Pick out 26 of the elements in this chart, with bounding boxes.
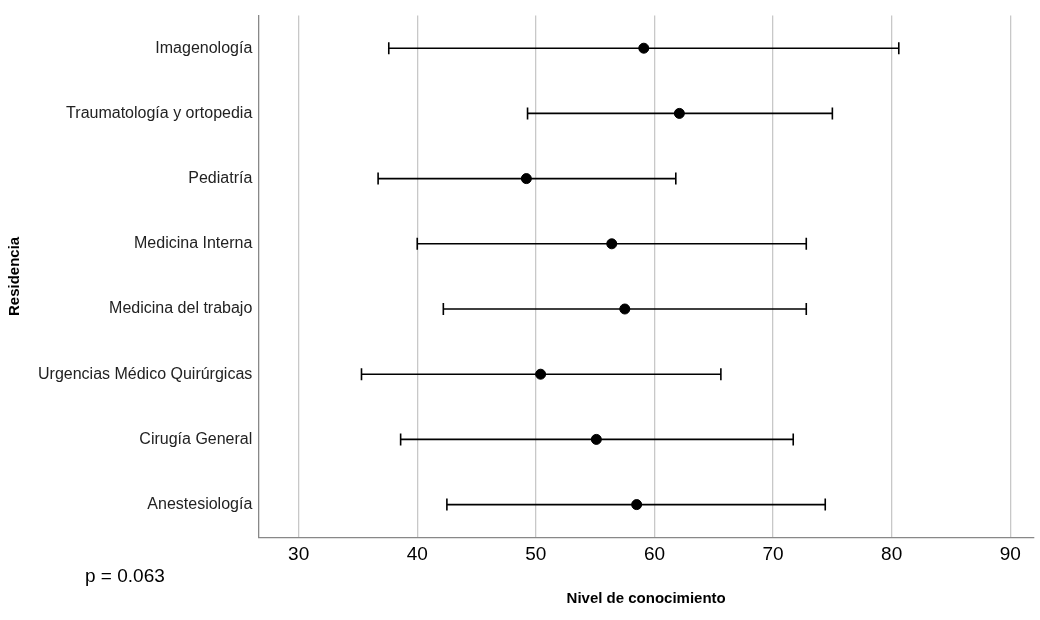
point bbox=[638, 42, 650, 54]
x-axis-title: Nivel de conocimiento bbox=[566, 589, 726, 607]
x-tick-label: 30 bbox=[288, 542, 310, 564]
y-axis-title: Residencia bbox=[5, 236, 23, 317]
y-tick-label: Medicina Interna bbox=[134, 234, 253, 252]
x-tick-label: 80 bbox=[881, 542, 903, 564]
point bbox=[535, 368, 547, 380]
y-tick-label: Medicina del trabajo bbox=[109, 299, 253, 317]
point bbox=[619, 303, 631, 315]
x-tick-label: 50 bbox=[525, 542, 547, 564]
point bbox=[520, 173, 532, 185]
y-tick-label: Pediatría bbox=[188, 169, 253, 187]
y-tick-label: Anestesiología bbox=[147, 495, 253, 513]
x-tick-label: 40 bbox=[406, 542, 428, 564]
point bbox=[631, 499, 643, 511]
point bbox=[590, 433, 602, 445]
y-tick-label: Urgencias Médico Quirúrgicas bbox=[37, 364, 253, 382]
point bbox=[673, 107, 685, 119]
point bbox=[606, 238, 618, 250]
x-tick-label: 60 bbox=[643, 542, 666, 564]
x-tick-label: 90 bbox=[999, 542, 1021, 564]
y-tick-label: Cirugía General bbox=[139, 429, 253, 447]
x-tick-label: 70 bbox=[762, 542, 784, 564]
text: p = 0.063 bbox=[85, 565, 165, 587]
y-tick-label: Imagenología bbox=[155, 38, 253, 56]
y-tick-label: Traumatología y ortopedia bbox=[66, 103, 253, 121]
